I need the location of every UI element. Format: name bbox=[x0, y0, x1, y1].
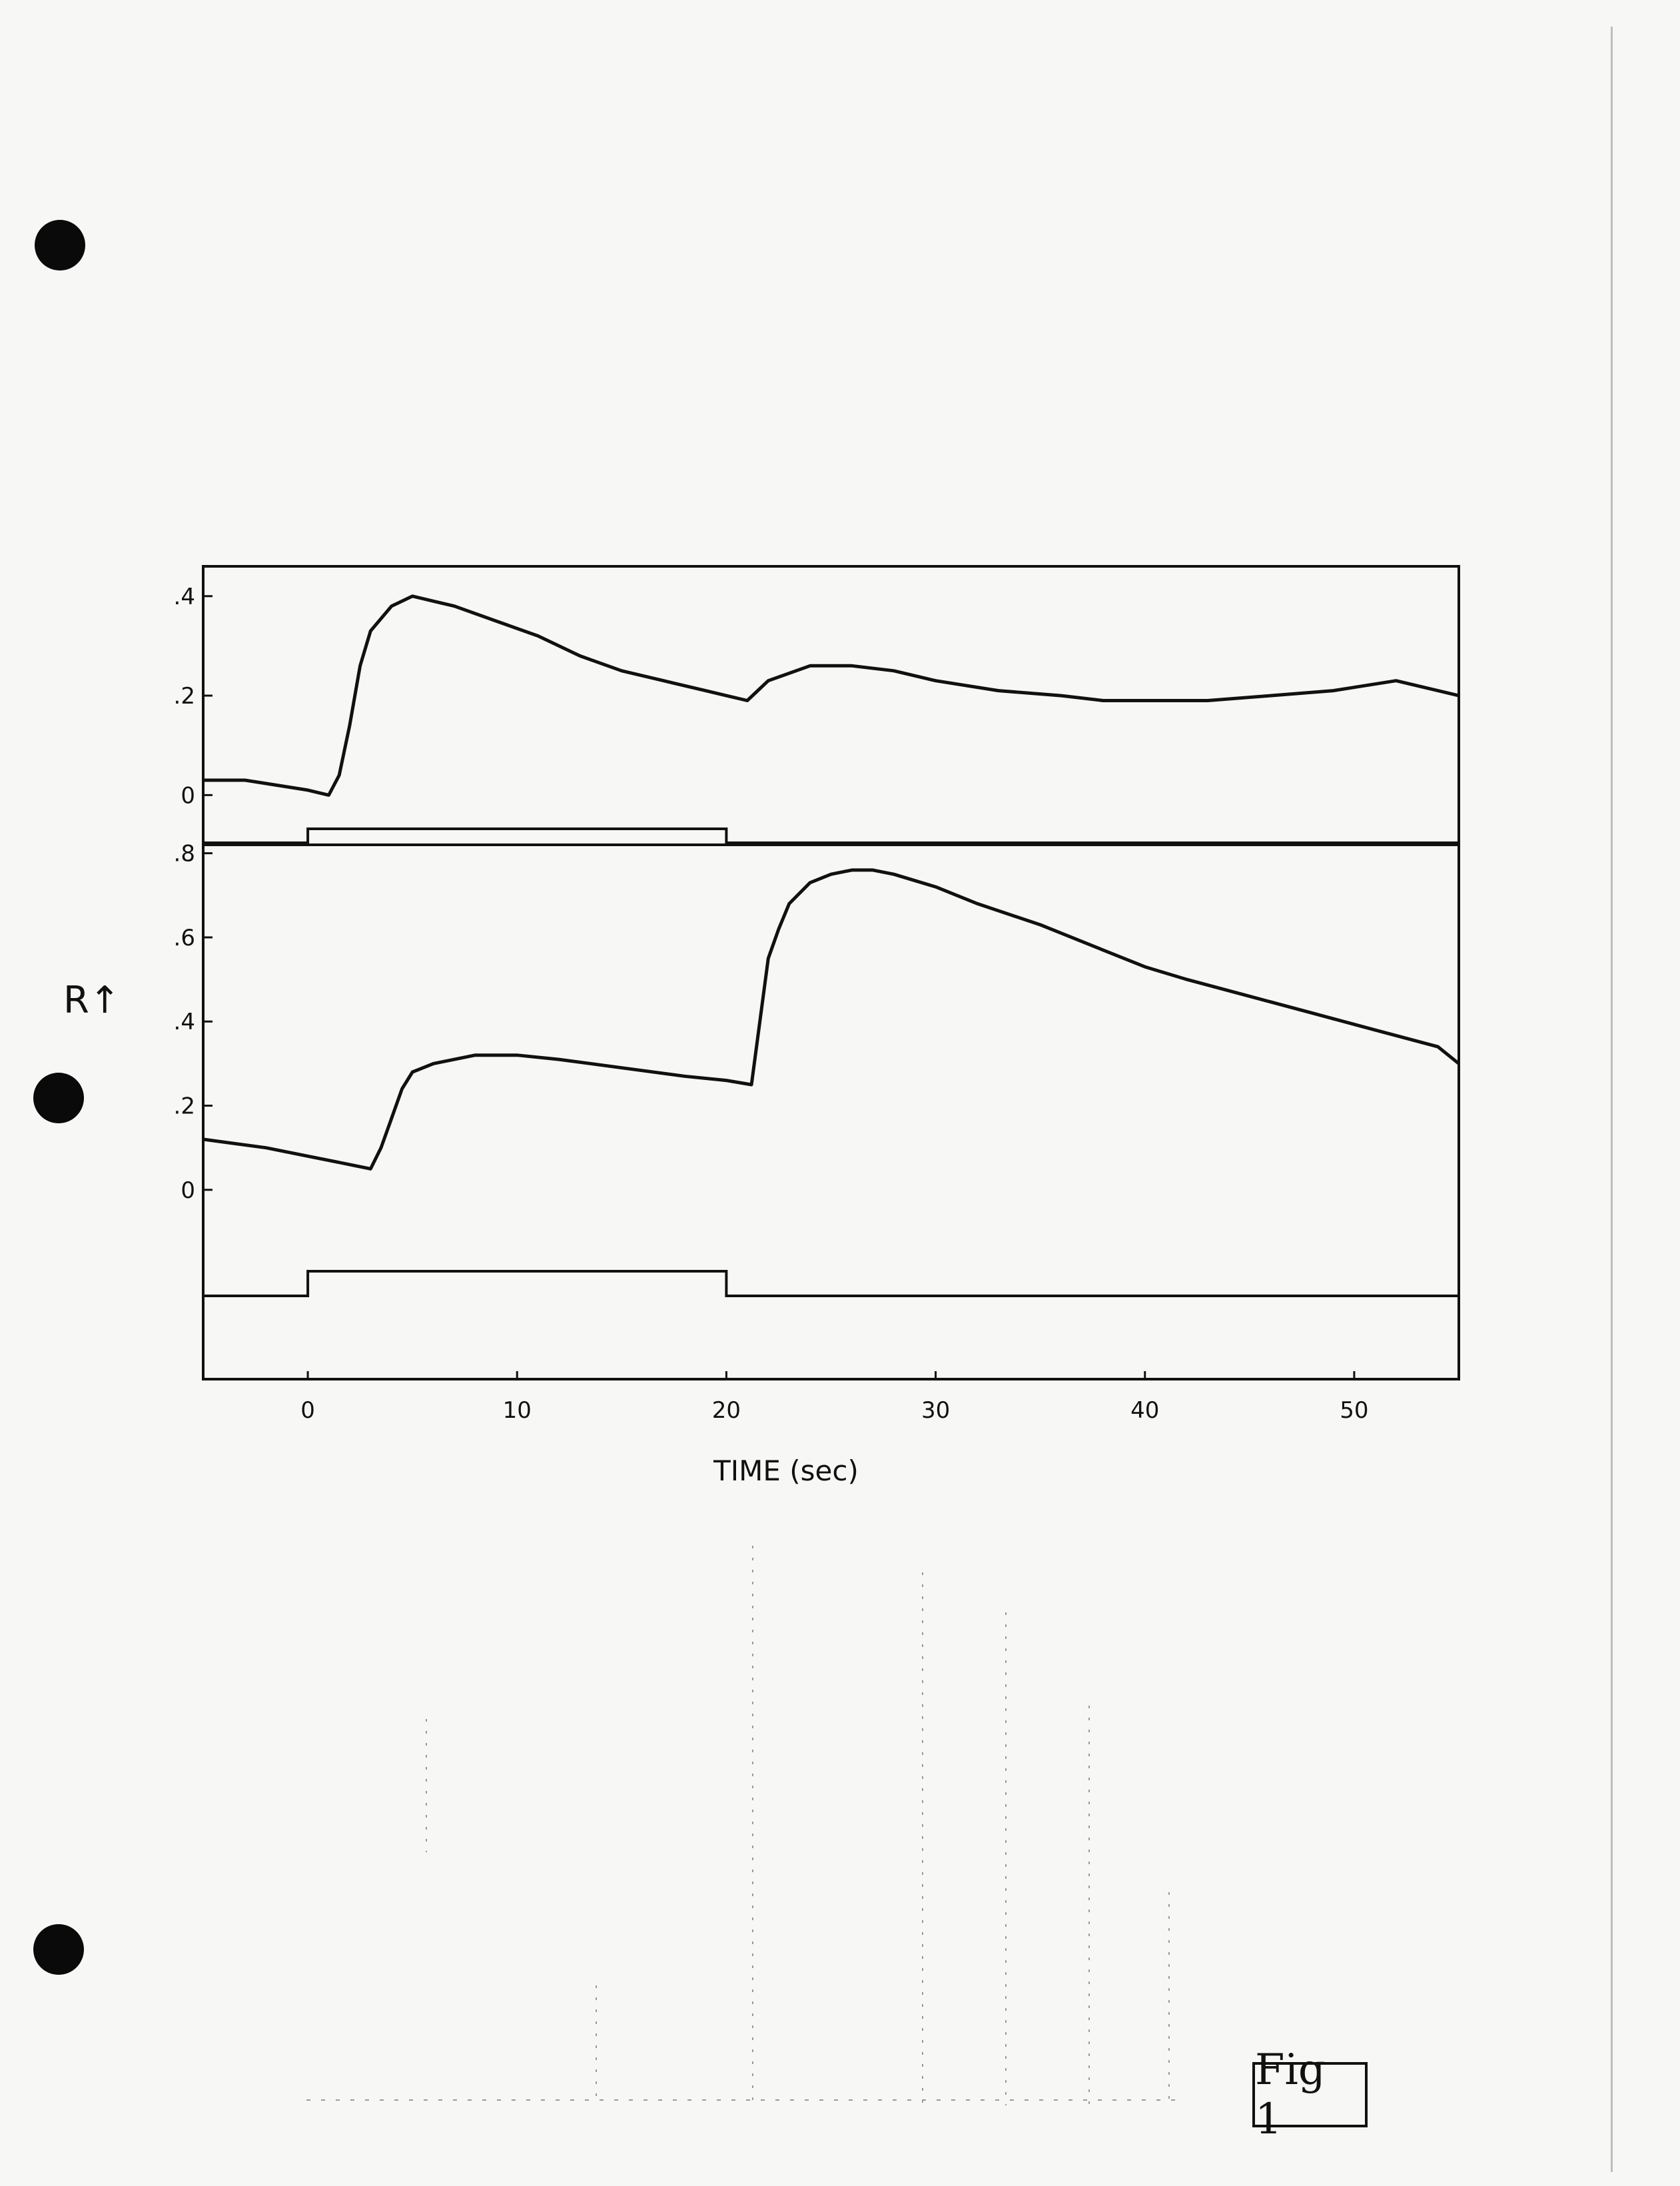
x-tick-label: 50 bbox=[1340, 1397, 1368, 1424]
y-tick-label: 0 bbox=[181, 782, 195, 809]
y-tick-label: .4 bbox=[174, 584, 195, 610]
lower-stimulus-trace bbox=[203, 1270, 1459, 1297]
page-edge-line bbox=[1611, 27, 1613, 2172]
x-tick-label: 30 bbox=[921, 1397, 950, 1424]
y-tick-label: .2 bbox=[174, 683, 195, 710]
y-tick-label: .2 bbox=[174, 1093, 195, 1120]
upper-stimulus-trace bbox=[203, 827, 1459, 844]
plot-frame bbox=[202, 565, 1460, 1380]
binder-hole bbox=[33, 1924, 84, 1975]
y-axis-label: R↑ bbox=[63, 979, 121, 1022]
y-tick-label: .4 bbox=[174, 1009, 195, 1035]
x-tick-label: 40 bbox=[1130, 1397, 1159, 1424]
x-tick-label: 10 bbox=[503, 1397, 532, 1424]
x-axis-label: TIME (sec) bbox=[713, 1454, 859, 1487]
y-tick-label: .8 bbox=[174, 841, 195, 867]
binder-hole bbox=[35, 220, 85, 271]
x-tick-label: 20 bbox=[712, 1397, 741, 1424]
x-tick-label: 0 bbox=[300, 1397, 315, 1424]
lower-response-line bbox=[203, 868, 1460, 1171]
binder-hole bbox=[33, 1073, 84, 1123]
y-tick-label: .6 bbox=[174, 925, 195, 951]
figure-label: Fig 1 bbox=[1252, 2045, 1368, 2144]
y-tick-label: 0 bbox=[181, 1177, 195, 1204]
upper-response-line bbox=[203, 594, 1460, 797]
